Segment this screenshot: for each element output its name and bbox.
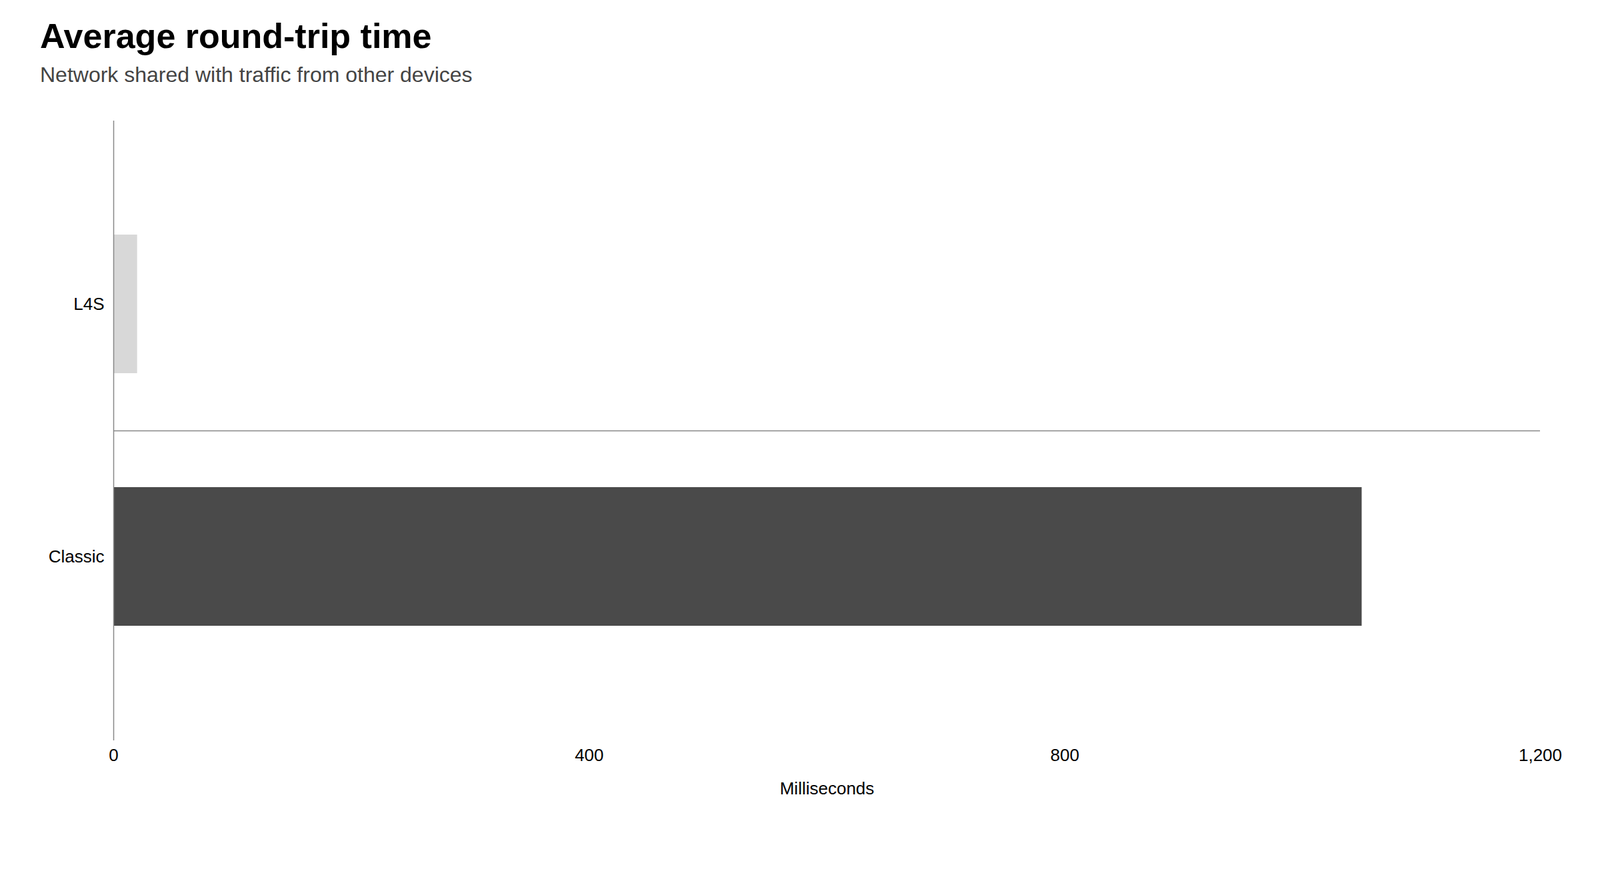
svg-text:1,200: 1,200 — [1518, 745, 1562, 766]
html-text:Average round-trip time: Average round-trip time — [40, 16, 432, 56]
svg-text:400: 400 — [574, 745, 604, 766]
svg-text:Classic: Classic — [48, 546, 105, 567]
svg-text:0: 0 — [108, 745, 118, 766]
html-text:Network shared with traffic fr: Network shared with traffic from other d… — [40, 62, 473, 87]
svg-text:800: 800 — [1050, 745, 1079, 766]
svg-text:L4S: L4S — [73, 294, 104, 314]
svg-text:Milliseconds: Milliseconds — [780, 778, 875, 799]
